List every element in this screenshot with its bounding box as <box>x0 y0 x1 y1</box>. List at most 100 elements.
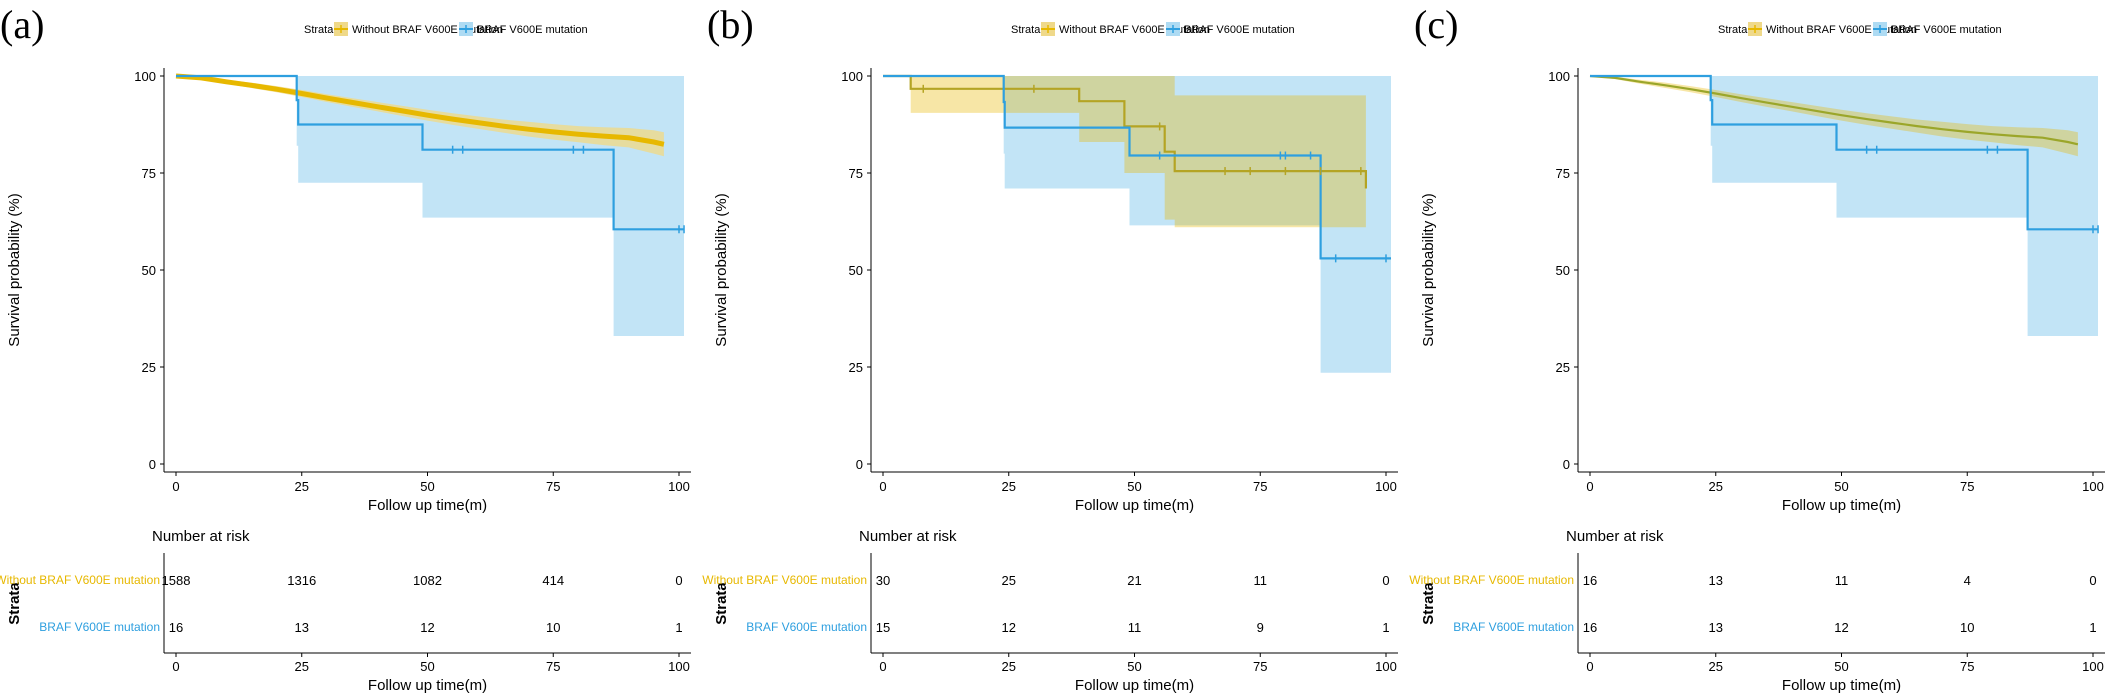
y-tick-label: 25 <box>849 360 863 375</box>
y-tick-label: 0 <box>856 457 863 472</box>
y-tick-label: 50 <box>1556 263 1570 278</box>
risk-x-tick-label: 25 <box>295 659 309 674</box>
curve-braf <box>1590 74 2098 231</box>
panel-label: (c) <box>1414 2 1458 47</box>
risk-count-braf: 16 <box>169 620 183 635</box>
x-tick-label: 100 <box>1375 479 1397 494</box>
risk-x-tick-label: 50 <box>420 659 434 674</box>
curve-without <box>883 74 1367 189</box>
risk-x-tick-label: 75 <box>1960 659 1974 674</box>
x-tick-label: 50 <box>1127 479 1141 494</box>
risk-row-label-braf: BRAF V600E mutation <box>746 620 867 634</box>
risk-table-title: Number at risk <box>859 528 957 545</box>
risk-x-tick-label: 25 <box>1002 659 1016 674</box>
risk-x-tick-label: 100 <box>2082 659 2104 674</box>
y-tick-label: 75 <box>142 166 156 181</box>
risk-count-without: 0 <box>675 573 682 588</box>
risk-strata-title: Strata <box>6 582 23 625</box>
y-tick-label: 50 <box>142 263 156 278</box>
panel-b: (b) Strata Without BRAF V600E mutationBRAF… <box>702 2 1398 694</box>
ci-band-braf <box>176 76 684 336</box>
x-tick-label: 75 <box>1253 479 1267 494</box>
risk-count-without: 1588 <box>162 573 191 588</box>
legend-title: Strata <box>304 24 334 36</box>
risk-count-without: 1316 <box>287 573 316 588</box>
panel-a: (a) Strata Without BRAF V600E mutationBRAF… <box>0 2 691 694</box>
legend-item-label: BRAF V600E mutation <box>477 24 588 36</box>
risk-count-without: 30 <box>876 573 890 588</box>
risk-table-title: Number at risk <box>1566 528 1664 545</box>
risk-count-braf: 9 <box>1257 620 1264 635</box>
y-tick-label: 0 <box>1563 457 1570 472</box>
x-tick-label: 25 <box>1709 479 1723 494</box>
legend-title: Strata <box>1011 24 1041 36</box>
risk-count-braf: 12 <box>1834 620 1848 635</box>
risk-count-braf: 12 <box>420 620 434 635</box>
curve-without <box>1589 74 2079 146</box>
risk-count-braf: 15 <box>876 620 890 635</box>
risk-x-tick-label: 50 <box>1834 659 1848 674</box>
y-axis-title: Survival probability (%) <box>6 193 23 346</box>
x-tick-label: 25 <box>1002 479 1016 494</box>
x-tick-label: 25 <box>295 479 309 494</box>
risk-count-braf: 1 <box>2089 620 2096 635</box>
risk-row-label-without: Without BRAF V600E mutation <box>702 573 867 587</box>
x-axis-title: Follow up time(m) <box>368 497 487 514</box>
risk-count-without: 25 <box>1002 573 1016 588</box>
risk-count-without: 11 <box>1254 573 1268 588</box>
legend-item-label: BRAF V600E mutation <box>1891 24 2002 36</box>
y-tick-label: 75 <box>849 166 863 181</box>
risk-count-without: 0 <box>2089 573 2096 588</box>
risk-x-tick-label: 0 <box>879 659 886 674</box>
risk-strata-title: Strata <box>1420 582 1437 625</box>
risk-count-without: 11 <box>1835 573 1849 588</box>
risk-count-braf: 10 <box>1960 620 1974 635</box>
risk-x-tick-label: 100 <box>668 659 690 674</box>
curve-without <box>175 73 665 147</box>
x-tick-label: 75 <box>546 479 560 494</box>
ci-band-braf <box>883 76 1391 373</box>
risk-x-tick-label: 0 <box>172 659 179 674</box>
risk-x-tick-label: 0 <box>1586 659 1593 674</box>
risk-x-tick-label: 100 <box>1375 659 1397 674</box>
x-tick-label: 100 <box>668 479 690 494</box>
x-tick-label: 0 <box>172 479 179 494</box>
risk-count-without: 0 <box>1382 573 1389 588</box>
legend-title: Strata <box>1718 24 1748 36</box>
x-tick-label: 0 <box>879 479 886 494</box>
risk-count-braf: 1 <box>1382 620 1389 635</box>
risk-count-without: 414 <box>542 573 564 588</box>
risk-x-tick-label: 50 <box>1127 659 1141 674</box>
y-tick-label: 0 <box>149 457 156 472</box>
y-tick-label: 100 <box>841 69 863 84</box>
y-tick-label: 100 <box>1548 69 1570 84</box>
x-tick-label: 50 <box>1834 479 1848 494</box>
risk-count-without: 13 <box>1709 573 1723 588</box>
x-axis-title: Follow up time(m) <box>1782 497 1901 514</box>
y-tick-label: 100 <box>134 69 156 84</box>
x-tick-label: 50 <box>420 479 434 494</box>
x-tick-label: 100 <box>2082 479 2104 494</box>
x-tick-label: 75 <box>1960 479 1974 494</box>
risk-count-without: 4 <box>1964 573 1971 588</box>
risk-count-braf: 1 <box>675 620 682 635</box>
risk-x-tick-label: 25 <box>1709 659 1723 674</box>
y-axis-title: Survival probability (%) <box>713 193 730 346</box>
risk-count-braf: 10 <box>546 620 560 635</box>
risk-strata-title: Strata <box>713 582 730 625</box>
risk-row-label-braf: BRAF V600E mutation <box>39 620 160 634</box>
risk-count-braf: 16 <box>1583 620 1597 635</box>
y-axis-title: Survival probability (%) <box>1420 193 1437 346</box>
risk-x-axis-title: Follow up time(m) <box>1075 677 1194 694</box>
x-tick-label: 0 <box>1586 479 1593 494</box>
risk-row-label-without: Without BRAF V600E mutation <box>1409 573 1574 587</box>
risk-count-without: 1082 <box>413 573 442 588</box>
y-tick-label: 25 <box>142 360 156 375</box>
